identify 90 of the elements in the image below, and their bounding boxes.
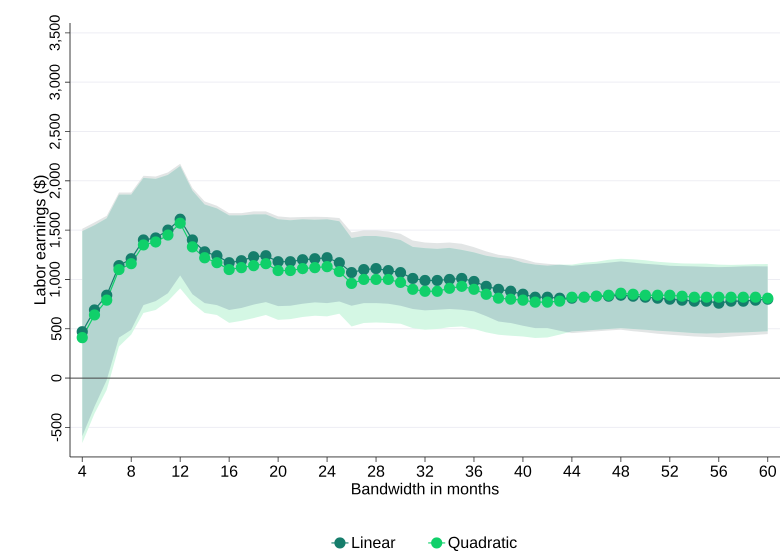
point <box>309 262 320 274</box>
x-tick-label: 28 <box>368 466 384 477</box>
point <box>174 218 186 229</box>
point <box>334 257 345 268</box>
point <box>382 274 394 286</box>
x-tick-label: 48 <box>612 466 630 477</box>
point <box>713 292 724 303</box>
legend-label: Quadratic <box>448 536 517 551</box>
point <box>236 262 247 274</box>
point <box>76 332 88 344</box>
point <box>284 264 296 276</box>
point <box>505 294 516 305</box>
point <box>750 292 762 303</box>
point <box>480 288 492 300</box>
y-tick-label: 0 <box>51 374 62 382</box>
point <box>113 264 125 276</box>
x-tick-label: 32 <box>416 466 434 477</box>
point <box>407 272 418 284</box>
point <box>296 262 308 274</box>
y-axis-title: Labor earnings ($) <box>33 176 49 304</box>
y-tick-label: 1,500 <box>49 212 62 248</box>
point <box>700 292 712 303</box>
x-tick-label: 44 <box>563 466 580 477</box>
x-tick-label: 16 <box>221 466 238 477</box>
point <box>456 280 468 292</box>
y-tick-label: 2,500 <box>49 114 62 149</box>
point <box>284 256 296 268</box>
x-tick-label: 8 <box>127 466 135 477</box>
point <box>738 292 749 303</box>
point <box>370 274 382 286</box>
y-tick-label: 3,500 <box>49 15 62 50</box>
y-tick-label: 2,000 <box>49 163 62 198</box>
point <box>260 258 272 270</box>
point <box>676 290 688 302</box>
point <box>652 290 664 301</box>
point <box>138 239 150 251</box>
point <box>162 229 174 241</box>
point <box>432 286 443 297</box>
x-tick-label: 40 <box>514 466 532 477</box>
point <box>199 252 210 264</box>
x-tick-label: 12 <box>172 466 188 477</box>
point <box>358 264 370 276</box>
legend-label: Linear <box>352 536 396 548</box>
point <box>407 284 418 295</box>
point <box>492 292 504 304</box>
point <box>211 257 222 268</box>
point <box>394 276 406 288</box>
point <box>419 286 431 297</box>
point <box>382 264 394 276</box>
point <box>688 292 700 303</box>
x-tick-label: 56 <box>710 466 727 477</box>
point <box>334 266 345 278</box>
y-tick-label: 3,000 <box>49 64 62 100</box>
x-tick-label: 24 <box>318 466 336 477</box>
point <box>542 296 554 308</box>
y-tick-label: -500 <box>51 413 62 442</box>
point <box>664 290 676 301</box>
point <box>725 292 737 303</box>
point <box>530 296 541 308</box>
point <box>272 256 284 268</box>
point <box>432 274 443 286</box>
x-tick-label: 52 <box>662 466 678 477</box>
point <box>150 236 162 248</box>
point <box>272 264 284 276</box>
point <box>101 294 112 306</box>
point <box>224 264 235 276</box>
point <box>419 274 431 286</box>
point <box>554 296 566 307</box>
point <box>444 282 456 294</box>
point <box>126 258 137 270</box>
point <box>186 241 198 252</box>
x-tick-label: 4 <box>78 466 86 477</box>
point <box>370 262 382 274</box>
x-tick-label: 60 <box>760 466 776 477</box>
point <box>468 284 480 295</box>
point <box>248 260 260 272</box>
x-tick-label: 20 <box>270 466 286 477</box>
point <box>358 274 370 286</box>
y-tick-label: 500 <box>51 317 62 340</box>
x-axis-title: Bandwidth in months <box>352 482 499 494</box>
point <box>296 254 308 266</box>
point <box>88 309 100 321</box>
x-tick-label: 36 <box>466 466 482 477</box>
point <box>321 252 333 264</box>
point <box>517 294 529 306</box>
point <box>346 278 358 289</box>
point <box>394 266 406 278</box>
y-tick-label: 1,000 <box>49 262 62 296</box>
point <box>321 261 333 272</box>
point <box>346 266 358 278</box>
